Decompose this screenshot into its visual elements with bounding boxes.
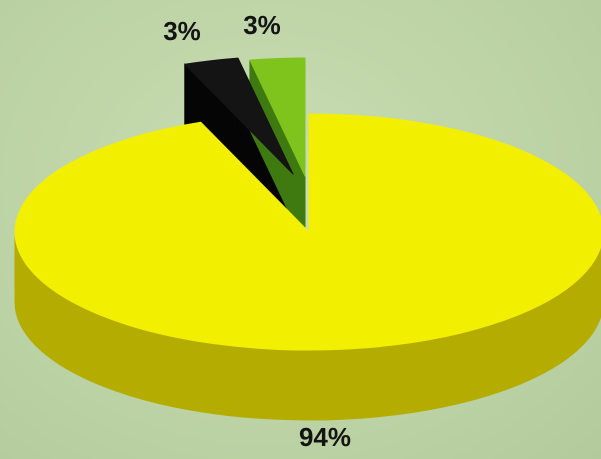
pie-slice-2 [249, 57, 306, 177]
slice-label-0: 94% [299, 422, 351, 452]
pie-tops [14, 57, 601, 351]
slice-label-1: 3% [163, 16, 201, 46]
pie-slice-1 [184, 57, 294, 175]
slice-label-2: 3% [243, 10, 281, 40]
pie-labels: 94% 3% 3% [163, 10, 351, 452]
pie-slice-0 [14, 113, 601, 351]
